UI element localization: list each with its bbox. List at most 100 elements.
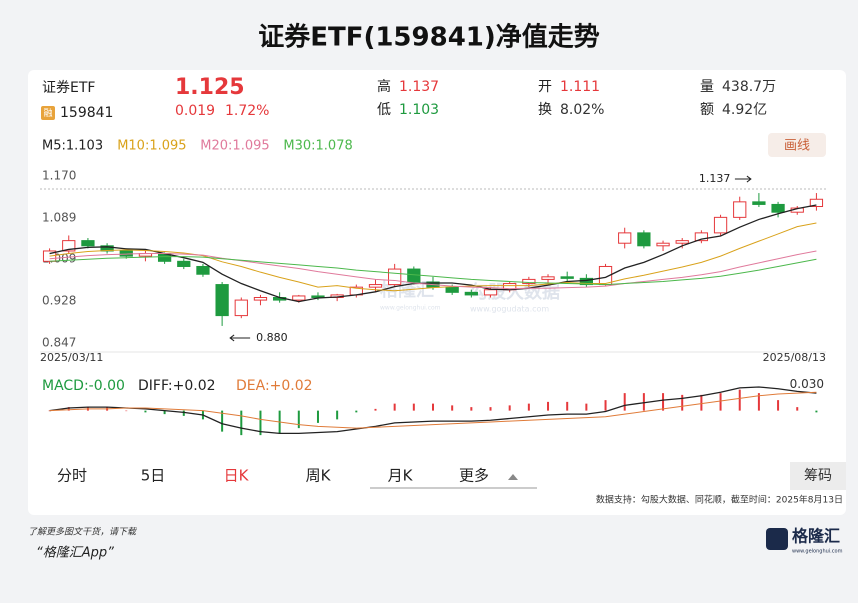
stat-label: 低 [377,102,391,118]
candle-body [752,201,766,205]
tab[interactable]: 周K [306,467,332,485]
tab[interactable]: 5日 [141,467,166,485]
macd-bar [642,393,645,411]
macd-bar [700,394,703,411]
candle-body [388,268,402,286]
macd-bar [796,407,799,411]
macd-line [49,391,817,429]
legend-item: M30:1.078 [283,139,352,154]
candle-body [579,277,594,286]
badge: 融 [43,108,52,119]
change: 0.019 [175,103,215,119]
y-tick-label: 0.847 [42,336,76,350]
watermark-url: www.gelonghui.com [380,305,441,312]
stat-label: 量 [700,79,714,95]
macd-bar [374,408,377,411]
x-tick-label: 2025/03/11 [40,351,103,364]
ma-line [49,256,817,286]
macd-bar [221,410,224,432]
macd-bar [48,410,51,412]
candle-body [445,286,459,293]
tab[interactable]: 更多 [459,467,489,485]
y-tick-label: 0.928 [42,294,76,308]
candle-body [100,245,114,252]
macd-bar [719,393,722,411]
footer-app: “格隆汇App” [36,546,114,561]
candle-body [522,278,536,285]
macd-bar [508,405,511,411]
tab[interactable]: 分时 [57,467,87,485]
logo-url: www.gelonghui.com [792,549,843,555]
macd-bar [489,407,492,411]
candle-body [215,284,229,317]
annotation-arrow [734,175,752,183]
legend-item: M20:1.095 [200,139,269,154]
macd-bar [355,410,358,413]
macd-bar [585,403,588,411]
candle-body [541,276,555,280]
ma-line [49,250,817,290]
legend-item: DEA:+0.02 [236,378,313,394]
x-tick-label: 2025/08/13 [763,351,826,364]
macd-bar [412,403,415,411]
candle-body [234,299,248,317]
badge-bg [41,106,55,120]
candle-body [292,295,306,301]
candle-body [713,216,728,234]
stat-value: 1.103 [399,102,439,118]
footer-note: 了解更多图文干货，请下载 [28,527,137,538]
side-tab[interactable]: 筹码 [804,467,832,484]
macd-bar [604,400,607,411]
macd-bar [527,403,530,411]
macd-bar [316,410,319,423]
price: 1.125 [175,75,245,100]
macd-bar [240,410,243,436]
legend-item: M10:1.095 [117,139,186,154]
candle-body [733,201,747,218]
candle-body [675,240,689,244]
annotation: 0.880 [256,331,288,344]
candle-body [368,284,383,288]
macd-bar [738,389,741,411]
more-arrow [508,474,518,480]
stat-value: 8.02% [560,102,604,118]
source: 数据支持：勾股大数据、同花顺，截至时间：2025年8月13日 [596,494,843,506]
macd-bar [144,410,147,413]
y-tick-label: 1.170 [42,169,76,183]
macd-bar [757,393,760,411]
candle-body [464,291,478,296]
stat-label: 换 [538,101,552,118]
tab[interactable]: 月K [388,467,414,485]
tab[interactable]: 日K [224,467,250,485]
macd-bar [336,410,339,420]
logo: 格隆汇 [792,527,840,546]
candle-body [483,289,498,296]
annotation: 1.137 [699,172,731,185]
draw-button-bg[interactable] [768,133,826,157]
candle-body [637,232,651,247]
stat-value: 1.111 [560,79,600,95]
annotation-arrow [229,334,251,342]
page-title: 证券ETF(159841)净值走势 [258,23,600,53]
candle-body [656,242,670,247]
macd-bar [182,410,185,416]
candle-body [560,276,574,279]
stat-label: 开 [538,79,552,95]
macd-bar [432,403,434,411]
legend-item: DIFF:+0.02 [138,378,216,394]
macd-bar [163,410,166,415]
macd-bar [451,405,454,411]
side-tab-bg[interactable] [790,462,846,490]
macd-bar [67,407,70,411]
change-pct: 1.72% [225,103,269,119]
macd-bar [623,393,626,411]
legend-item: MACD:-0.00 [42,378,125,394]
candle-body [253,297,268,301]
stat-value: 1.137 [399,79,439,95]
draw-button[interactable]: 画线 [784,139,810,154]
logo-icon [766,528,788,550]
candle-body [618,232,632,244]
candle-body [771,203,785,213]
